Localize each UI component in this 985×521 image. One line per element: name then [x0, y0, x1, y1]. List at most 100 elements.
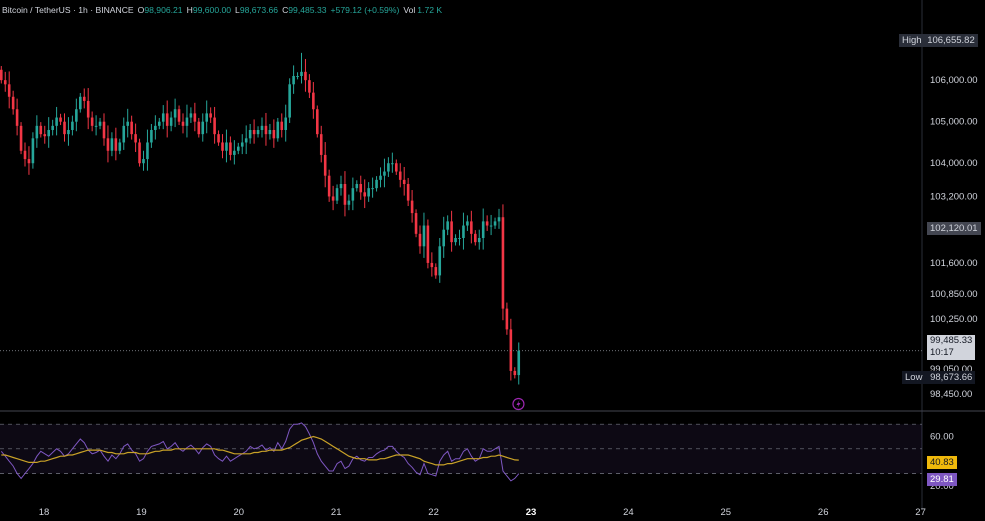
candle-body: [169, 117, 173, 126]
candle-body: [98, 121, 102, 126]
candle-body: [319, 134, 323, 155]
candle-body: [517, 350, 521, 376]
candle-body: [173, 109, 177, 118]
candle-body: [75, 109, 78, 122]
candle-body: [264, 125, 268, 135]
candle-body: [343, 184, 347, 205]
candle-body: [55, 117, 58, 126]
candle-body: [351, 188, 355, 201]
candle-body: [67, 130, 70, 135]
high-value: 99,600.00: [192, 5, 232, 15]
rsi-ma-tag: 40.83: [927, 456, 957, 469]
candle-body: [363, 192, 366, 197]
candle-body: [304, 71, 307, 81]
candle-body: [505, 308, 509, 330]
rsi-value-tag: 29.81: [927, 473, 957, 486]
time-tick-label: 20: [234, 507, 245, 518]
high-marker-value: 106,655.82: [927, 35, 975, 46]
candle-body: [509, 329, 513, 371]
candle-body: [339, 184, 343, 189]
candle-body: [15, 109, 19, 126]
candle-body: [31, 138, 35, 164]
candle-body: [110, 138, 114, 151]
candle-body: [213, 117, 216, 135]
candlestick-series: [0, 52, 521, 385]
lightning-icon: [512, 397, 525, 411]
candle-body: [335, 188, 339, 201]
candle-body: [395, 163, 398, 172]
candle-body: [493, 221, 497, 226]
candle-body: [260, 125, 264, 130]
candle-body: [138, 142, 141, 164]
candle-body: [300, 71, 303, 76]
candle-body: [229, 142, 232, 155]
candle-body: [355, 184, 359, 189]
candle-body: [158, 121, 161, 126]
price-tick-label: 99,050.00: [930, 364, 972, 375]
candle-body: [450, 221, 453, 243]
candle-body: [248, 130, 252, 139]
candle-body: [150, 130, 153, 143]
chart-grid: [0, 0, 985, 510]
candle-body: [51, 125, 54, 130]
candle-body: [288, 84, 291, 118]
low-marker-value: 98,673.66: [930, 372, 973, 383]
candle-body: [102, 121, 106, 139]
lightning-icon-glyph: [516, 400, 521, 408]
candle-body: [0, 69, 3, 81]
candle-body: [237, 146, 240, 151]
candle-body: [462, 225, 465, 238]
price-tick-label: 105,000.00: [930, 117, 978, 128]
candle-body: [3, 80, 7, 85]
candle-body: [426, 225, 430, 263]
candle-body: [256, 130, 260, 135]
candle-body: [458, 238, 461, 239]
volume-label: Vol: [403, 5, 416, 15]
candle-body: [308, 80, 311, 93]
low-marker-label: Low: [905, 372, 923, 383]
candle-body: [114, 138, 118, 151]
candle-body: [446, 221, 449, 230]
high-label: H: [186, 5, 193, 15]
candle-body: [430, 262, 434, 268]
candle-body: [201, 121, 205, 135]
candle-body: [474, 233, 477, 243]
symbol-title[interactable]: Bitcoin / TetherUS · 1h · BINANCE: [2, 5, 134, 15]
candle-body: [154, 125, 157, 130]
candle-body: [19, 125, 23, 151]
candle-body: [146, 142, 149, 160]
candle-body: [442, 229, 445, 247]
bar-countdown: 10:17: [930, 347, 954, 358]
time-tick-label: 25: [721, 507, 732, 518]
candle-body: [497, 217, 501, 222]
low-label: L: [235, 5, 240, 15]
candle-body: [276, 121, 280, 139]
chart-overlay: [0, 350, 922, 411]
time-tick-label: 27: [915, 507, 926, 518]
candle-body: [387, 163, 390, 172]
rsi-pane: 60.00 20.00: [0, 422, 954, 492]
price-tick-label: 100,850.00: [930, 289, 978, 300]
close-label: C: [282, 5, 289, 15]
candle-body: [205, 113, 208, 122]
candle-body: [225, 142, 228, 151]
candle-body: [398, 171, 402, 180]
candle-body: [292, 76, 295, 85]
price-tick-label: 104,000.00: [930, 158, 978, 169]
open-label: O: [137, 5, 145, 15]
candle-body: [118, 142, 122, 151]
price-tick-label: 98,450.00: [930, 389, 972, 400]
rsi-tick-label: 20.00: [930, 481, 954, 492]
candle-body: [434, 267, 438, 276]
rsi-value: 29.81: [930, 474, 954, 485]
candle-body: [209, 113, 212, 118]
candle-body: [240, 142, 244, 147]
candle-body: [126, 121, 129, 126]
last-price-tag: 99,485.33 10:17: [927, 335, 976, 360]
price-tick-label: 106,000.00: [930, 75, 978, 86]
price-tick-label: 100,250.00: [930, 314, 978, 325]
candle-body: [466, 221, 469, 226]
low-value: 98,673.66: [239, 5, 279, 15]
candle-body: [280, 121, 284, 130]
